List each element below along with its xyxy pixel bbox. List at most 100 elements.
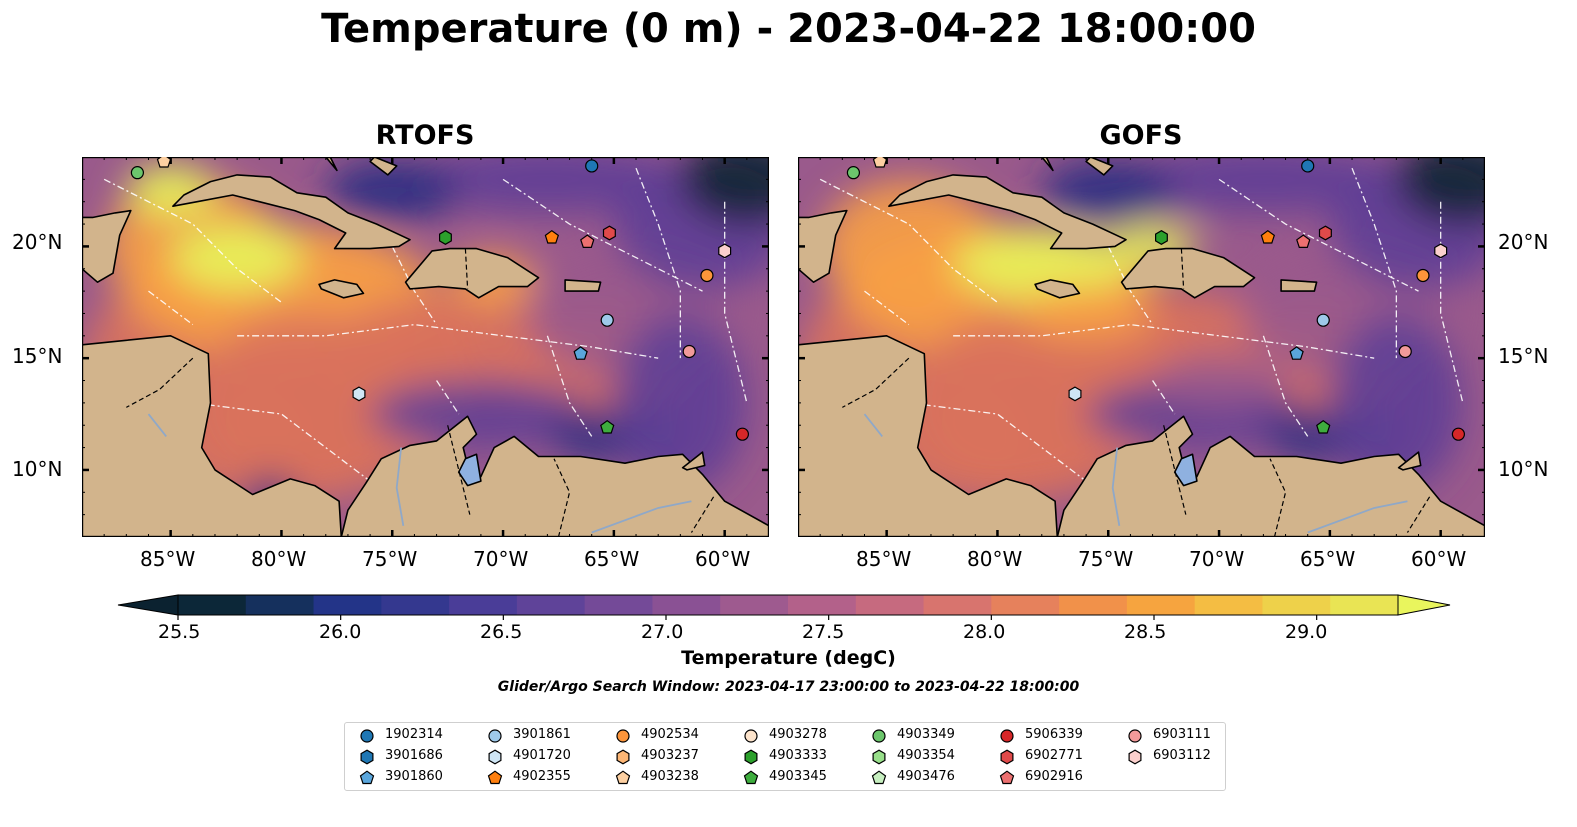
colorbar-tick-28-0: 28.0 (963, 621, 1006, 643)
land-bahamas1 (325, 157, 338, 172)
legend-label: 4903345 (769, 769, 827, 784)
eez-boundary (1440, 201, 1464, 404)
float-6902916-gofs (1296, 234, 1311, 249)
float-1902314-gofs (1301, 159, 1315, 173)
lon-label-75w-rtofs: 75°W (362, 547, 418, 571)
river (147, 413, 167, 437)
float-3901861-rtofs (600, 313, 614, 327)
panel-title-rtofs: RTOFS (375, 120, 475, 151)
lat-label-20n-right: 20°N (1498, 230, 1549, 254)
temperature-field-patch (1396, 157, 1485, 225)
float-6903111-rtofs (682, 344, 696, 359)
legend-marker-3901861 (488, 729, 502, 743)
search-window-caption: Glider/Argo Search Window: 2023-04-17 23… (497, 679, 1080, 695)
temperature-field-patch (820, 179, 998, 314)
panel-title-gofs: GOFS (1099, 120, 1183, 151)
legend-label: 4903237 (641, 748, 699, 763)
eez-boundary (1262, 335, 1309, 437)
hexagon-marker-icon (872, 749, 886, 765)
colorbar-segment (245, 595, 315, 615)
float-4903238-gofs (872, 157, 888, 168)
float-4903345-gofs (1316, 419, 1331, 434)
legend-marker-6902771 (1000, 749, 1014, 765)
colorbar-tick-28-5: 28.5 (1124, 621, 1167, 643)
float-6902771-rtofs (602, 225, 616, 241)
float-4902355-rtofs (544, 229, 560, 244)
pentagon-marker-icon (487, 770, 503, 785)
float-3901860-rtofs (573, 346, 588, 360)
temperature-field-patch (414, 157, 681, 213)
colorbar-segment (991, 595, 1060, 615)
colorbar-segment (313, 595, 382, 615)
float-4903333-gofs (1155, 230, 1168, 245)
eez-boundary (436, 380, 460, 415)
country-border (690, 496, 715, 533)
legend-label: 4902355 (513, 769, 571, 784)
float-3901861-gofs (1316, 313, 1330, 327)
legend-label: 3901860 (385, 769, 443, 784)
eez-boundary (502, 178, 703, 292)
colorbar-tick-27-0: 27.0 (641, 621, 684, 643)
lon-label-70w-gofs: 70°W (1189, 547, 1245, 571)
land-centralAmerica (798, 157, 1059, 537)
land-yucatan (82, 157, 132, 283)
country-border (1406, 496, 1431, 533)
lon-label-80w-rtofs: 80°W (251, 547, 307, 571)
float-5906339-rtofs (735, 427, 750, 441)
lat-label-15n-right: 15°N (1498, 344, 1549, 368)
float-4902534-gofs (1416, 268, 1430, 283)
eez-boundary (1218, 178, 1419, 292)
circle-marker-icon (1000, 729, 1014, 743)
float-4902534-rtofs (700, 268, 714, 283)
legend-label: 3901686 (385, 748, 443, 763)
land-hispaniola (404, 247, 540, 299)
eez-boundary (864, 290, 910, 326)
legend-label: 4903476 (897, 769, 955, 784)
colorbar-extend-high (1397, 594, 1451, 616)
pentagon-marker-icon (615, 770, 631, 785)
legend-marker-4903345 (743, 770, 759, 785)
colorbar-segment (178, 595, 247, 615)
river (591, 500, 692, 534)
circle-marker-icon (616, 729, 630, 743)
float-3901860-gofs (1289, 346, 1304, 360)
legend-marker-6903112 (1128, 749, 1142, 765)
temperature-field-patch (680, 157, 769, 225)
legend-label: 4903278 (769, 727, 827, 742)
hexagon-marker-icon (744, 749, 758, 765)
legend-marker-4903333 (744, 749, 758, 765)
pentagon-marker-icon (999, 770, 1015, 785)
map-frame (798, 157, 1485, 537)
float-6902916-rtofs (580, 234, 595, 249)
eez-boundary (1107, 246, 1154, 326)
colorbar-segment (449, 595, 518, 615)
colorbar-segment (923, 595, 992, 615)
colorbar (117, 594, 1451, 620)
colorbar-tick-27-5: 27.5 (802, 621, 845, 643)
colorbar-segment (855, 595, 925, 615)
eez-boundary (635, 167, 682, 359)
legend-label: 1902314 (385, 727, 443, 742)
temperature-field-patch (1152, 353, 1286, 408)
colorbar-segment (1059, 595, 1128, 615)
circle-marker-icon (488, 729, 502, 743)
land-jamaica (1034, 279, 1081, 299)
land-puertoRico (1280, 279, 1318, 292)
colorbar-segment (584, 595, 653, 615)
legend-label: 3901861 (513, 727, 571, 742)
temperature-field-patch (930, 391, 1020, 482)
land-centralAmerica (82, 157, 343, 537)
colorbar-label: Temperature (degC) (681, 647, 896, 669)
float-4902355-gofs (1260, 229, 1276, 244)
lon-label-85w-rtofs: 85°W (140, 547, 196, 571)
figure-title: Temperature (0 m) - 2023-04-22 18:00:00 (321, 6, 1256, 52)
colorbar-segment (1262, 595, 1331, 615)
lake-maracaibo (457, 453, 482, 487)
legend-label: 6903111 (1153, 727, 1211, 742)
colorbar-segment (1330, 595, 1399, 615)
colorbar-segment (516, 595, 586, 615)
float-4903345-rtofs (600, 419, 615, 434)
circle-marker-icon (1128, 729, 1142, 743)
colorbar-tick-25-5: 25.5 (158, 621, 201, 643)
lon-label-70w-rtofs: 70°W (473, 547, 529, 571)
